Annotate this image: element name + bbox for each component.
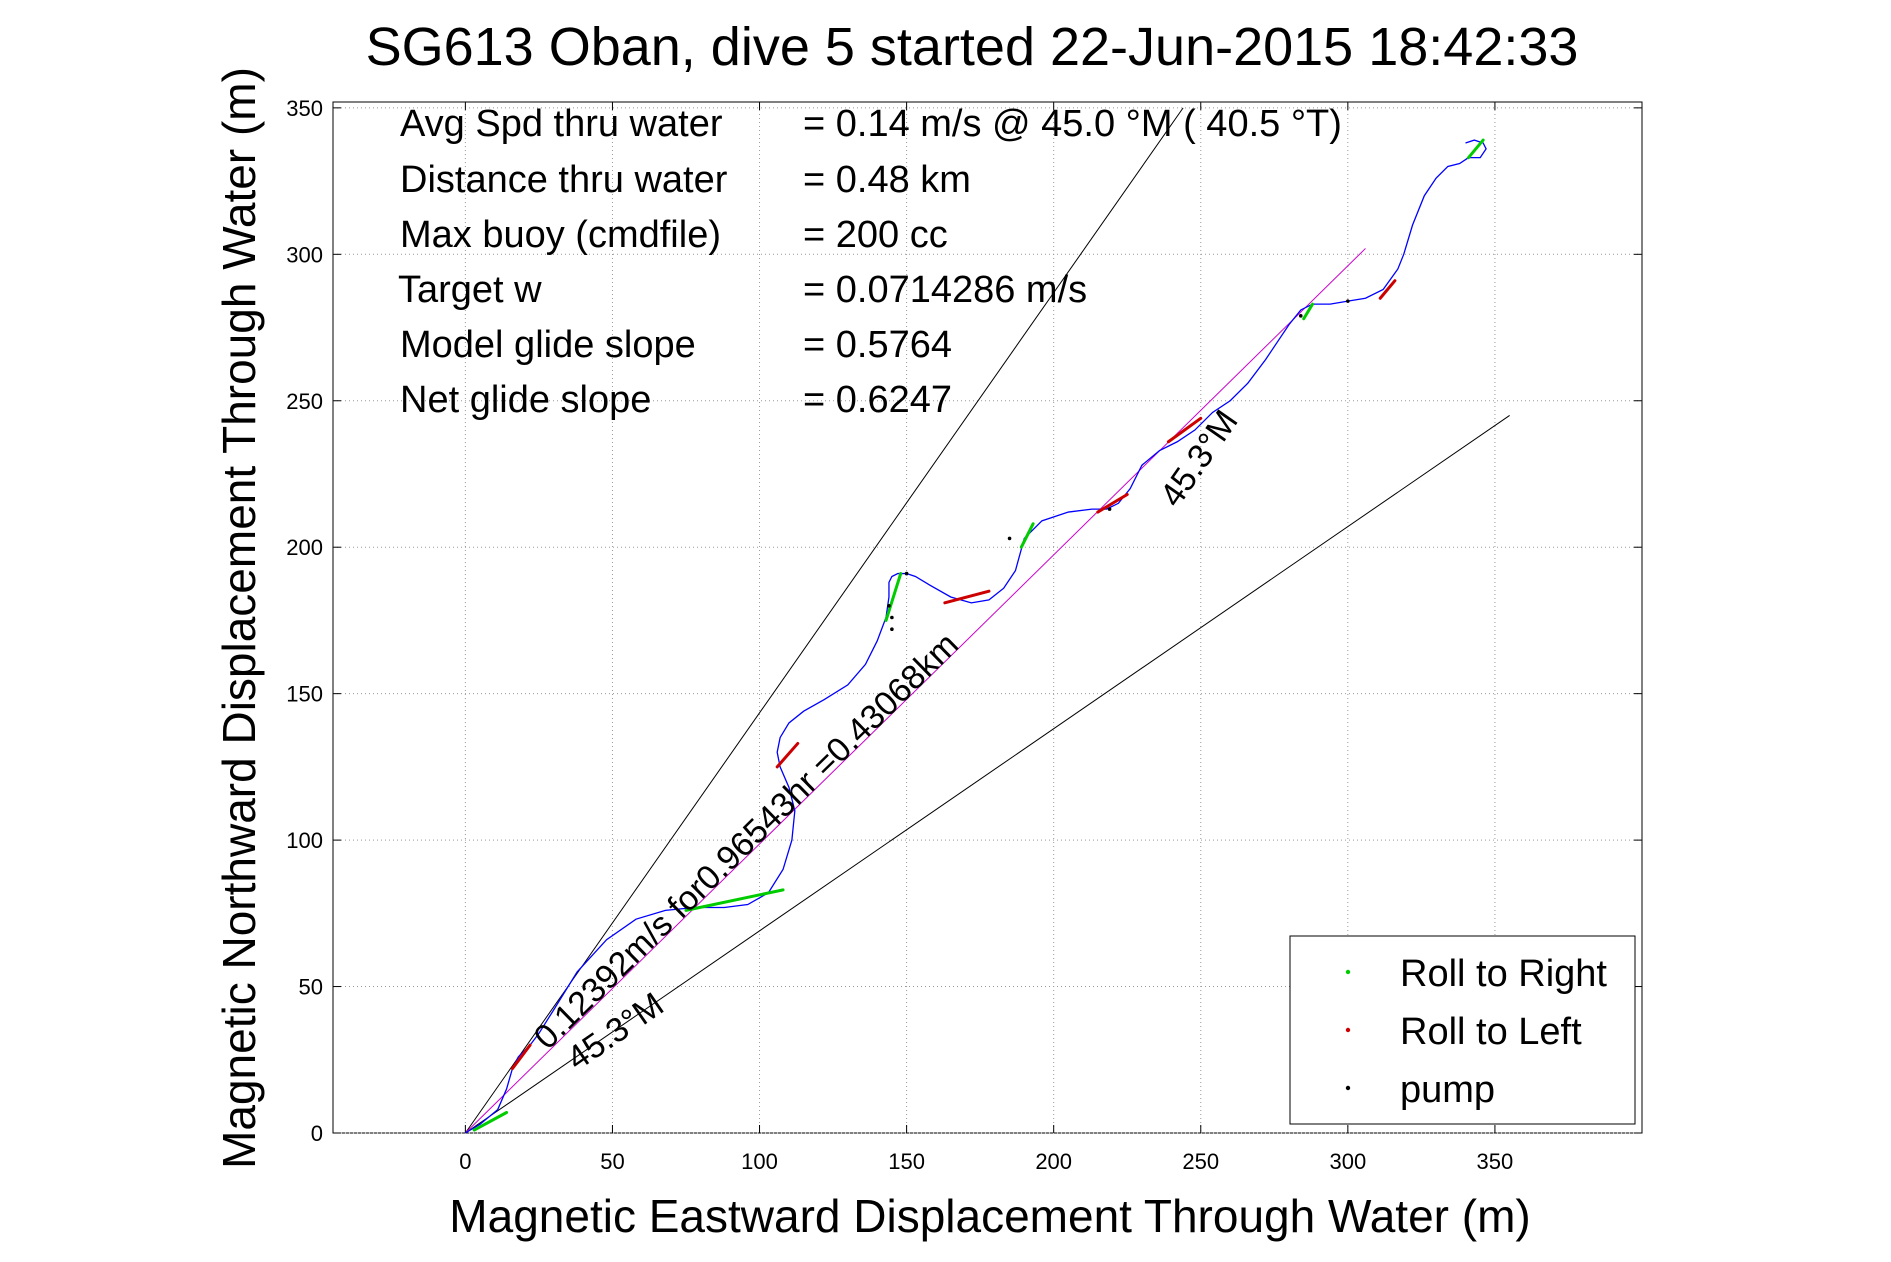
y-tick-label: 100: [286, 828, 323, 853]
pump-point: [887, 603, 891, 608]
pump-point: [1107, 507, 1112, 511]
legend-label-roll-left: Roll to Left: [1400, 1011, 1582, 1053]
pump-point: [890, 627, 894, 632]
info-block: Avg Spd thru water = 0.14 m/s @ 45.0 °M …: [398, 103, 1342, 421]
info-value-distance: = 0.48 km: [803, 159, 971, 201]
roll-right-segment: [472, 1110, 509, 1132]
pump-point: [1298, 314, 1303, 318]
upper-bound-line: [464, 107, 1184, 1134]
y-tick-label: 0: [311, 1121, 323, 1146]
chart-title: SG613 Oban, dive 5 started 22-Jun-2015 1…: [366, 17, 1579, 77]
roll-left-segment: [1166, 416, 1203, 444]
info-label-max-buoy: Max buoy (cmdfile): [400, 214, 721, 256]
y-tick-label: 50: [299, 975, 323, 1000]
roll-left-segment: [510, 1043, 532, 1071]
x-tick-label: 0: [459, 1149, 471, 1174]
y-tick-label: 350: [286, 96, 323, 121]
net-track-line: [465, 248, 1366, 1134]
pump-point: [904, 571, 909, 576]
roll-left-segment: [1378, 279, 1397, 300]
x-tick-label: 250: [1182, 1149, 1219, 1174]
x-axis-label: Magnetic Eastward Displacement Through W…: [449, 1190, 1530, 1242]
x-tick-label: 150: [888, 1149, 925, 1174]
roll-right-segment: [884, 572, 903, 622]
legend-marker-roll-left: [1345, 1027, 1351, 1033]
legend-marker-pump: [1345, 1085, 1351, 1091]
info-value-target-w: = 0.0714286 m/s: [803, 269, 1087, 311]
pump-points: [887, 299, 1350, 632]
roll-right-segment: [1019, 522, 1035, 549]
y-tick-label: 250: [286, 389, 323, 414]
roll-left-segment: [943, 589, 991, 605]
x-tick-label: 100: [741, 1149, 778, 1174]
info-value-model-glide: = 0.5764: [803, 324, 952, 366]
info-label-avg-speed: Avg Spd thru water: [400, 103, 723, 145]
legend-label-pump: pump: [1400, 1069, 1495, 1111]
legend-label-roll-right: Roll to Right: [1400, 953, 1607, 995]
roll-right-segment: [1302, 302, 1315, 321]
info-value-max-buoy: = 200 cc: [803, 214, 948, 256]
y-tick-label: 300: [286, 242, 323, 267]
roll-right-segments: [472, 138, 1485, 1132]
roll-right-segment: [1466, 138, 1485, 160]
y-tick-label: 200: [286, 535, 323, 560]
roll-left-segment: [1096, 492, 1129, 514]
roll-left-segments: [510, 279, 1397, 1071]
info-value-net-glide: = 0.6247: [803, 379, 952, 421]
x-tick-label: 350: [1477, 1149, 1514, 1174]
legend-marker-roll-right: [1345, 969, 1351, 975]
info-value-avg-speed: = 0.14 m/s @ 45.0 °M ( 40.5 °T): [803, 103, 1342, 145]
pump-point: [1007, 536, 1012, 541]
pump-point: [1346, 299, 1350, 303]
plot-series: [464, 107, 1510, 1134]
roll-left-segment: [775, 741, 800, 769]
info-label-distance: Distance thru water: [400, 159, 728, 201]
roll-right-segment: [684, 888, 785, 912]
legend: Roll to Right Roll to Left pump: [1289, 935, 1636, 1125]
pump-point: [890, 615, 894, 620]
info-label-model-glide: Model glide slope: [400, 324, 696, 366]
x-tick-label: 200: [1035, 1149, 1072, 1174]
info-label-target-w: Target w: [398, 269, 542, 311]
y-tick-label: 150: [286, 682, 323, 707]
x-tick-label: 300: [1329, 1149, 1366, 1174]
lower-bound-line: [465, 414, 1510, 1134]
info-label-net-glide: Net glide slope: [400, 379, 651, 421]
x-tick-label: 50: [600, 1149, 624, 1174]
y-axis-label: Magnetic Northward Displacement Through …: [213, 67, 265, 1169]
axis-ticks: 0 50 100 150 200 250 300 350 0 50 100 150 200 250 300 3…: [286, 96, 1642, 1174]
